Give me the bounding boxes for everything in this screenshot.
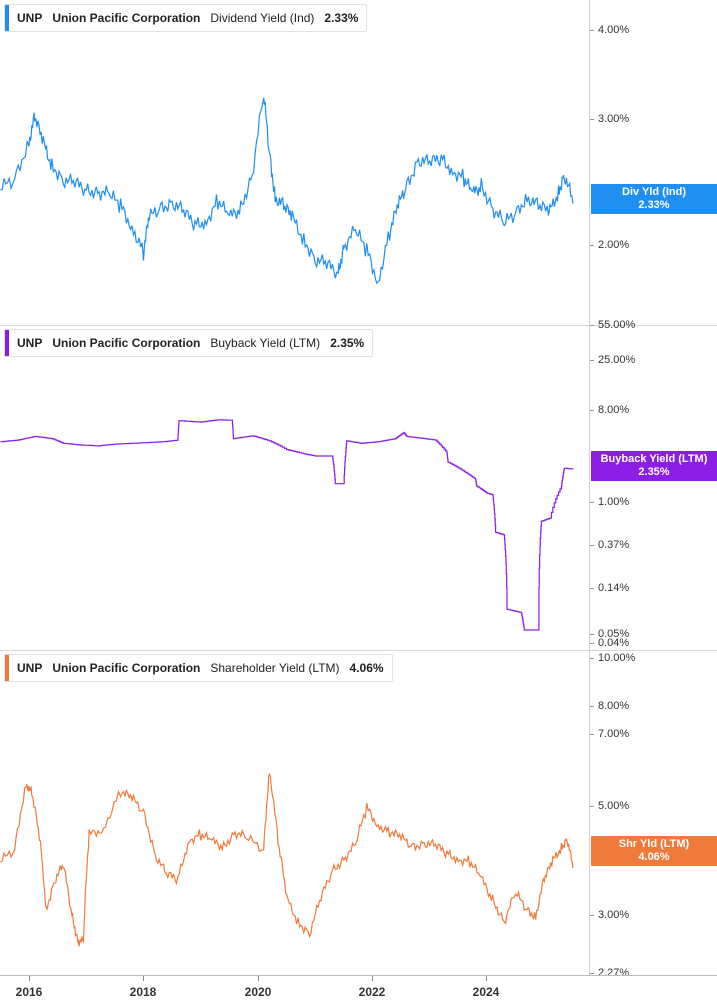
y-tick-label: 0.05% xyxy=(588,628,630,640)
dividend-yield-panel: UNP Union Pacific Corporation Dividend Y… xyxy=(0,0,717,326)
legend-ticker: UNP xyxy=(17,336,43,350)
y-tick-label: 4.00% xyxy=(588,24,630,36)
buyback-yield-flag: Buyback Yield (LTM) 2.35% xyxy=(591,451,717,481)
y-tick-label: 1.00% xyxy=(588,496,630,508)
series-line xyxy=(0,772,574,947)
y-tick-label: 0.14% xyxy=(588,582,630,594)
dividend-yield-swatch xyxy=(5,5,9,31)
shareholder-yield-panel: UNP Union Pacific Corporation Shareholde… xyxy=(0,650,717,979)
flag-name: Buyback Yield (LTM) xyxy=(600,453,708,465)
legend-ticker: UNP xyxy=(17,11,43,25)
series-line xyxy=(0,419,574,631)
flag-value: 2.33% xyxy=(638,199,670,211)
y-tick-label: 3.00% xyxy=(588,113,630,125)
y-tick-label: 25.00% xyxy=(588,354,636,366)
legend-value: 4.06% xyxy=(349,661,384,675)
x-tick xyxy=(372,976,373,981)
dividend-yield-plot xyxy=(0,97,574,285)
shareholder-yield-flag: Shr Yld (LTM) 4.06% xyxy=(591,836,717,866)
shareholder-yield-swatch xyxy=(5,655,9,681)
x-tick xyxy=(143,976,144,981)
x-axis: 2016 2018 2020 2022 2024 xyxy=(0,975,717,1006)
legend-metric: Dividend Yield (Ind) xyxy=(210,11,315,25)
x-tick xyxy=(486,976,487,981)
legend-company: Union Pacific Corporation xyxy=(52,661,201,675)
buyback-yield-panel: UNP Union Pacific Corporation Buyback Yi… xyxy=(0,319,717,651)
flag-name: Div Yld (Ind) xyxy=(622,186,686,198)
buyback-yield-swatch xyxy=(5,330,9,356)
legend-metric: Shareholder Yield (LTM) xyxy=(210,661,340,675)
y-tick-label: 8.00% xyxy=(588,700,630,712)
shareholder-yield-legend[interactable]: UNP Union Pacific Corporation Shareholde… xyxy=(4,654,393,682)
x-tick xyxy=(258,976,259,981)
x-tick-label: 2024 xyxy=(472,985,500,999)
y-tick-label: 0.37% xyxy=(588,539,630,551)
flag-name: Shr Yld (LTM) xyxy=(618,838,690,850)
y-tick-label: 7.00% xyxy=(588,728,630,740)
y-tick-label: 10.00% xyxy=(588,652,636,664)
y-tick-label: 5.00% xyxy=(588,800,630,812)
flag-value: 4.06% xyxy=(638,851,670,863)
dividend-yield-legend[interactable]: UNP Union Pacific Corporation Dividend Y… xyxy=(4,4,368,32)
dividend-yield-flag: Div Yld (Ind) 2.33% xyxy=(591,184,717,214)
plot-right-border xyxy=(589,0,590,975)
shareholder-yield-plot xyxy=(0,772,574,947)
buyback-yield-plot xyxy=(0,419,574,631)
x-tick-label: 2022 xyxy=(358,985,386,999)
legend-value: 2.35% xyxy=(330,336,365,350)
legend-company: Union Pacific Corporation xyxy=(52,336,201,350)
x-tick-label: 2020 xyxy=(244,985,272,999)
x-tick-label: 2016 xyxy=(15,985,43,999)
y-tick-label: 55.00% xyxy=(588,319,636,331)
x-tick-label: 2018 xyxy=(129,985,157,999)
y-tick-label: 3.00% xyxy=(588,909,630,921)
legend-company: Union Pacific Corporation xyxy=(52,11,201,25)
flag-value: 2.35% xyxy=(638,466,670,478)
buyback-yield-legend[interactable]: UNP Union Pacific Corporation Buyback Yi… xyxy=(4,329,374,357)
legend-value: 2.33% xyxy=(324,11,359,25)
y-tick-label: 8.00% xyxy=(588,404,630,416)
y-tick-label: 2.27% xyxy=(588,967,630,979)
legend-ticker: UNP xyxy=(17,661,43,675)
legend-metric: Buyback Yield (LTM) xyxy=(210,336,321,350)
series-line xyxy=(0,97,574,285)
x-tick xyxy=(29,976,30,981)
y-tick-label: 2.00% xyxy=(588,239,630,251)
y-tick-label: 0.04% xyxy=(588,637,630,649)
